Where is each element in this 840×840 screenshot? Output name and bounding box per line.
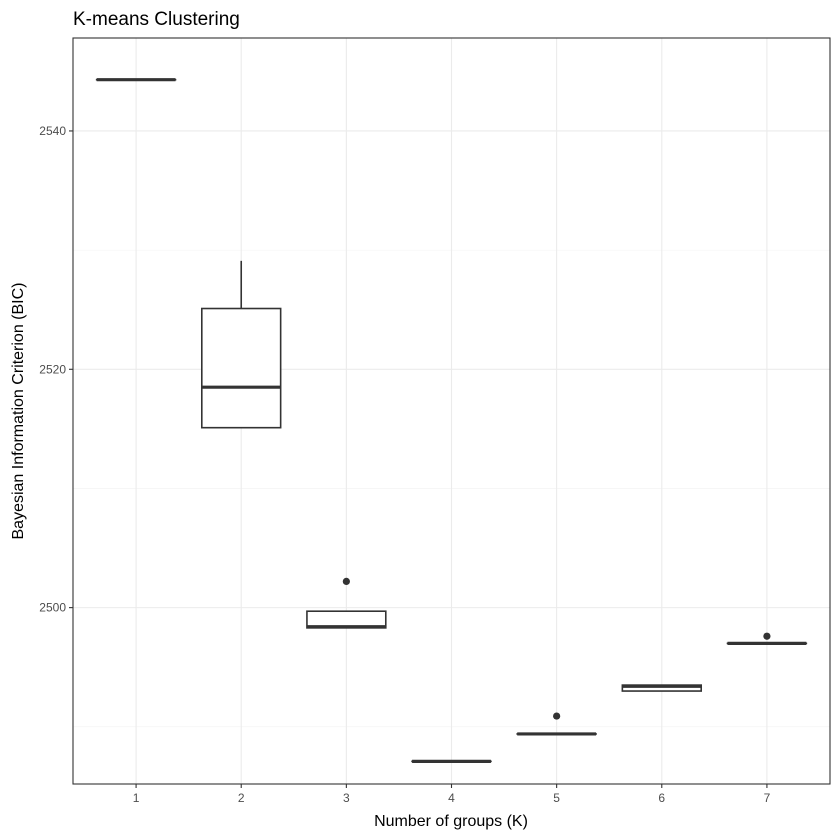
y-axis-title: Bayesian Information Criterion (BIC) (10, 283, 27, 540)
y-axis: 2500 2520 2540 (39, 124, 73, 615)
x-tick-label: 1 (133, 791, 140, 805)
major-gridlines (73, 38, 830, 784)
x-tick-label: 6 (658, 791, 665, 805)
box-7 (726, 632, 808, 645)
x-tick-label: 2 (238, 791, 245, 805)
outlier-point (342, 577, 350, 586)
box-5 (516, 712, 597, 736)
box-6 (621, 684, 703, 692)
y-tick-label: 2520 (39, 362, 66, 376)
x-tick-label: 3 (343, 791, 350, 805)
chart-title: K-means Clustering (73, 9, 240, 30)
box-group (95, 78, 808, 763)
outlier-point (553, 712, 561, 720)
x-axis-title: Number of groups (K) (374, 813, 528, 830)
box-2 (200, 260, 282, 429)
box-body (200, 307, 282, 429)
y-tick-label: 2500 (39, 601, 66, 615)
outlier-point (763, 632, 771, 640)
x-tick-label: 7 (764, 791, 771, 805)
y-tick-label: 2540 (39, 124, 66, 138)
x-tick-label: 4 (448, 791, 455, 805)
box-3 (306, 577, 387, 629)
x-tick-label: 5 (553, 791, 560, 805)
x-axis: 1 2 3 4 5 6 7 (133, 784, 771, 805)
